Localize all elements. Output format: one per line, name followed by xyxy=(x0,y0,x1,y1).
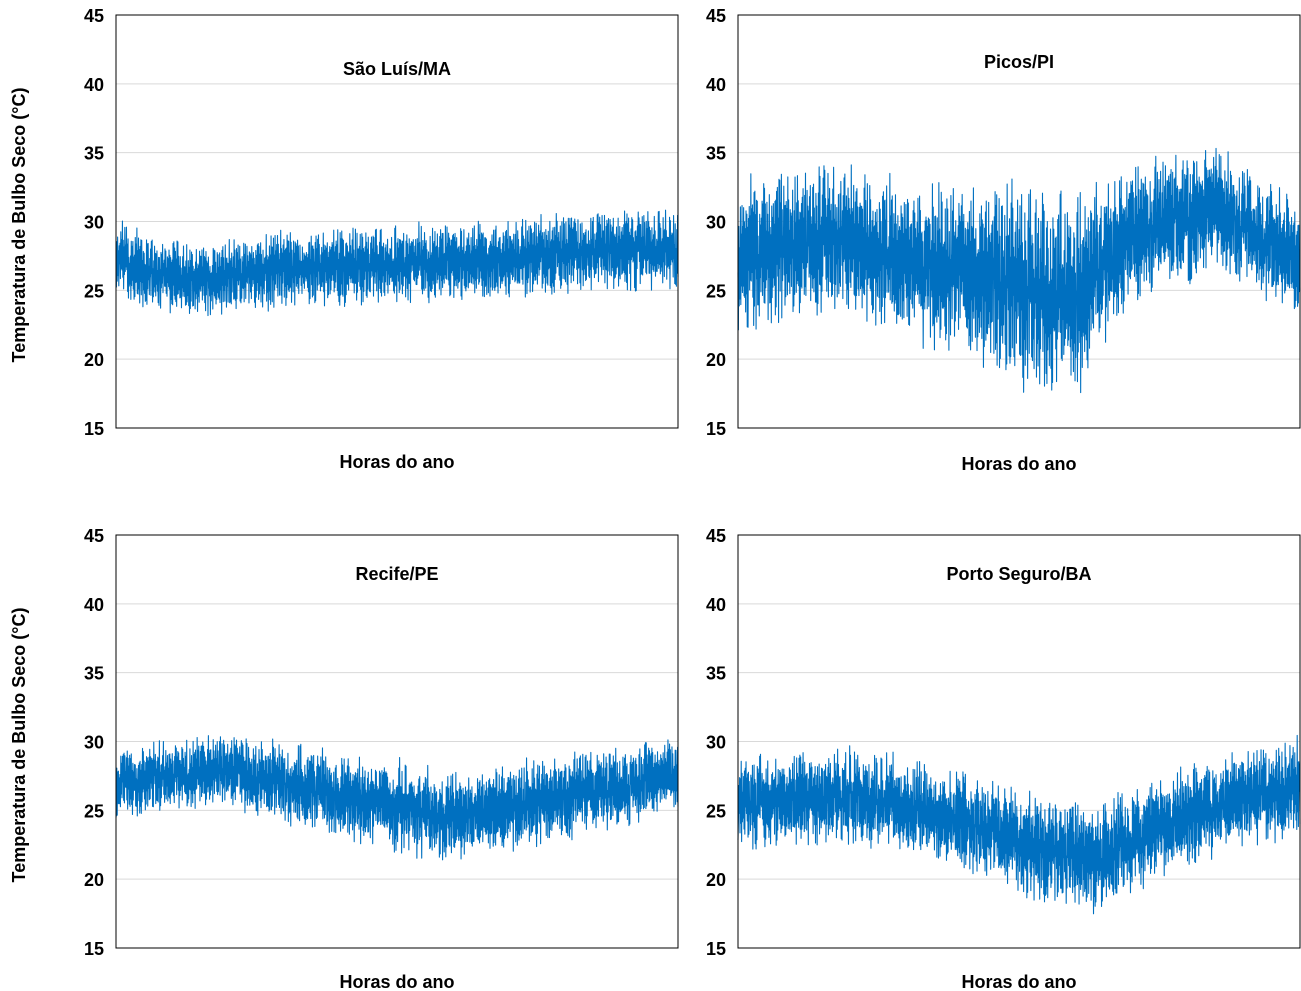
chart-title: São Luís/MA xyxy=(343,59,451,79)
series-line xyxy=(115,735,679,861)
y-tick-label: 30 xyxy=(84,213,104,233)
y-tick-label: 35 xyxy=(84,664,104,684)
y-tick-label: 30 xyxy=(84,733,104,753)
series-line xyxy=(737,734,1301,915)
y-tick-label: 40 xyxy=(84,75,104,95)
plot-frame xyxy=(115,534,679,949)
chart-panel-3: 15 20 25 30 35 40 45 Recife/PE Horas do ano xyxy=(84,526,679,991)
y-tick-label: 20 xyxy=(84,350,104,370)
chart-panel-4: 15 20 25 30 35 40 45 Porto Seguro/BA Horas do an… xyxy=(706,526,1301,991)
plot-frame xyxy=(737,14,1301,429)
y-tick-label: 35 xyxy=(706,664,726,684)
y-tick-label: 35 xyxy=(84,144,104,164)
y-tick-label: 25 xyxy=(84,801,104,821)
x-axis-label: Horas do ano xyxy=(339,452,454,472)
y-tick-label: 30 xyxy=(706,213,726,233)
y-tick-label: 20 xyxy=(706,870,726,890)
x-axis-label: Horas do ano xyxy=(961,972,1076,991)
chart-title: Picos/PI xyxy=(984,52,1054,72)
chart-title: Recife/PE xyxy=(355,564,438,584)
ylabel-bottom: Temperatura de Bulbo Seco (°C) xyxy=(9,608,29,883)
y-tick-label: 45 xyxy=(84,526,104,546)
y-tick-label: 40 xyxy=(706,595,726,615)
y-tick-label: 15 xyxy=(84,939,104,959)
y-tick-label: 15 xyxy=(706,419,726,439)
chart-panel-1: 15 20 25 30 35 40 45 São Luís/MA Horas do ano xyxy=(84,6,679,472)
y-tick-label: 20 xyxy=(706,350,726,370)
y-tick-label: 20 xyxy=(84,870,104,890)
y-tick-label: 35 xyxy=(706,144,726,164)
series-line xyxy=(737,147,1301,394)
plot-frame xyxy=(115,14,679,429)
y-tick-label: 25 xyxy=(706,281,726,301)
plot-frame xyxy=(737,534,1301,949)
y-tick-label: 30 xyxy=(706,733,726,753)
y-tick-label: 40 xyxy=(84,595,104,615)
y-tick-label: 15 xyxy=(84,419,104,439)
y-tick-label: 45 xyxy=(84,6,104,26)
x-axis-label: Horas do ano xyxy=(961,454,1076,474)
chart-title: Porto Seguro/BA xyxy=(946,564,1091,584)
y-tick-label: 45 xyxy=(706,6,726,26)
y-tick-label: 45 xyxy=(706,526,726,546)
y-tick-label: 25 xyxy=(706,801,726,821)
y-tick-label: 40 xyxy=(706,75,726,95)
y-tick-label: 25 xyxy=(84,281,104,301)
x-axis-label: Horas do ano xyxy=(339,972,454,991)
chart-panel-2: 15 20 25 30 35 40 45 Picos/PI Horas do ano xyxy=(706,6,1301,474)
series-line xyxy=(115,209,679,317)
y-tick-label: 15 xyxy=(706,939,726,959)
ylabel-top: Temperatura de Bulbo Seco (°C) xyxy=(9,88,29,363)
